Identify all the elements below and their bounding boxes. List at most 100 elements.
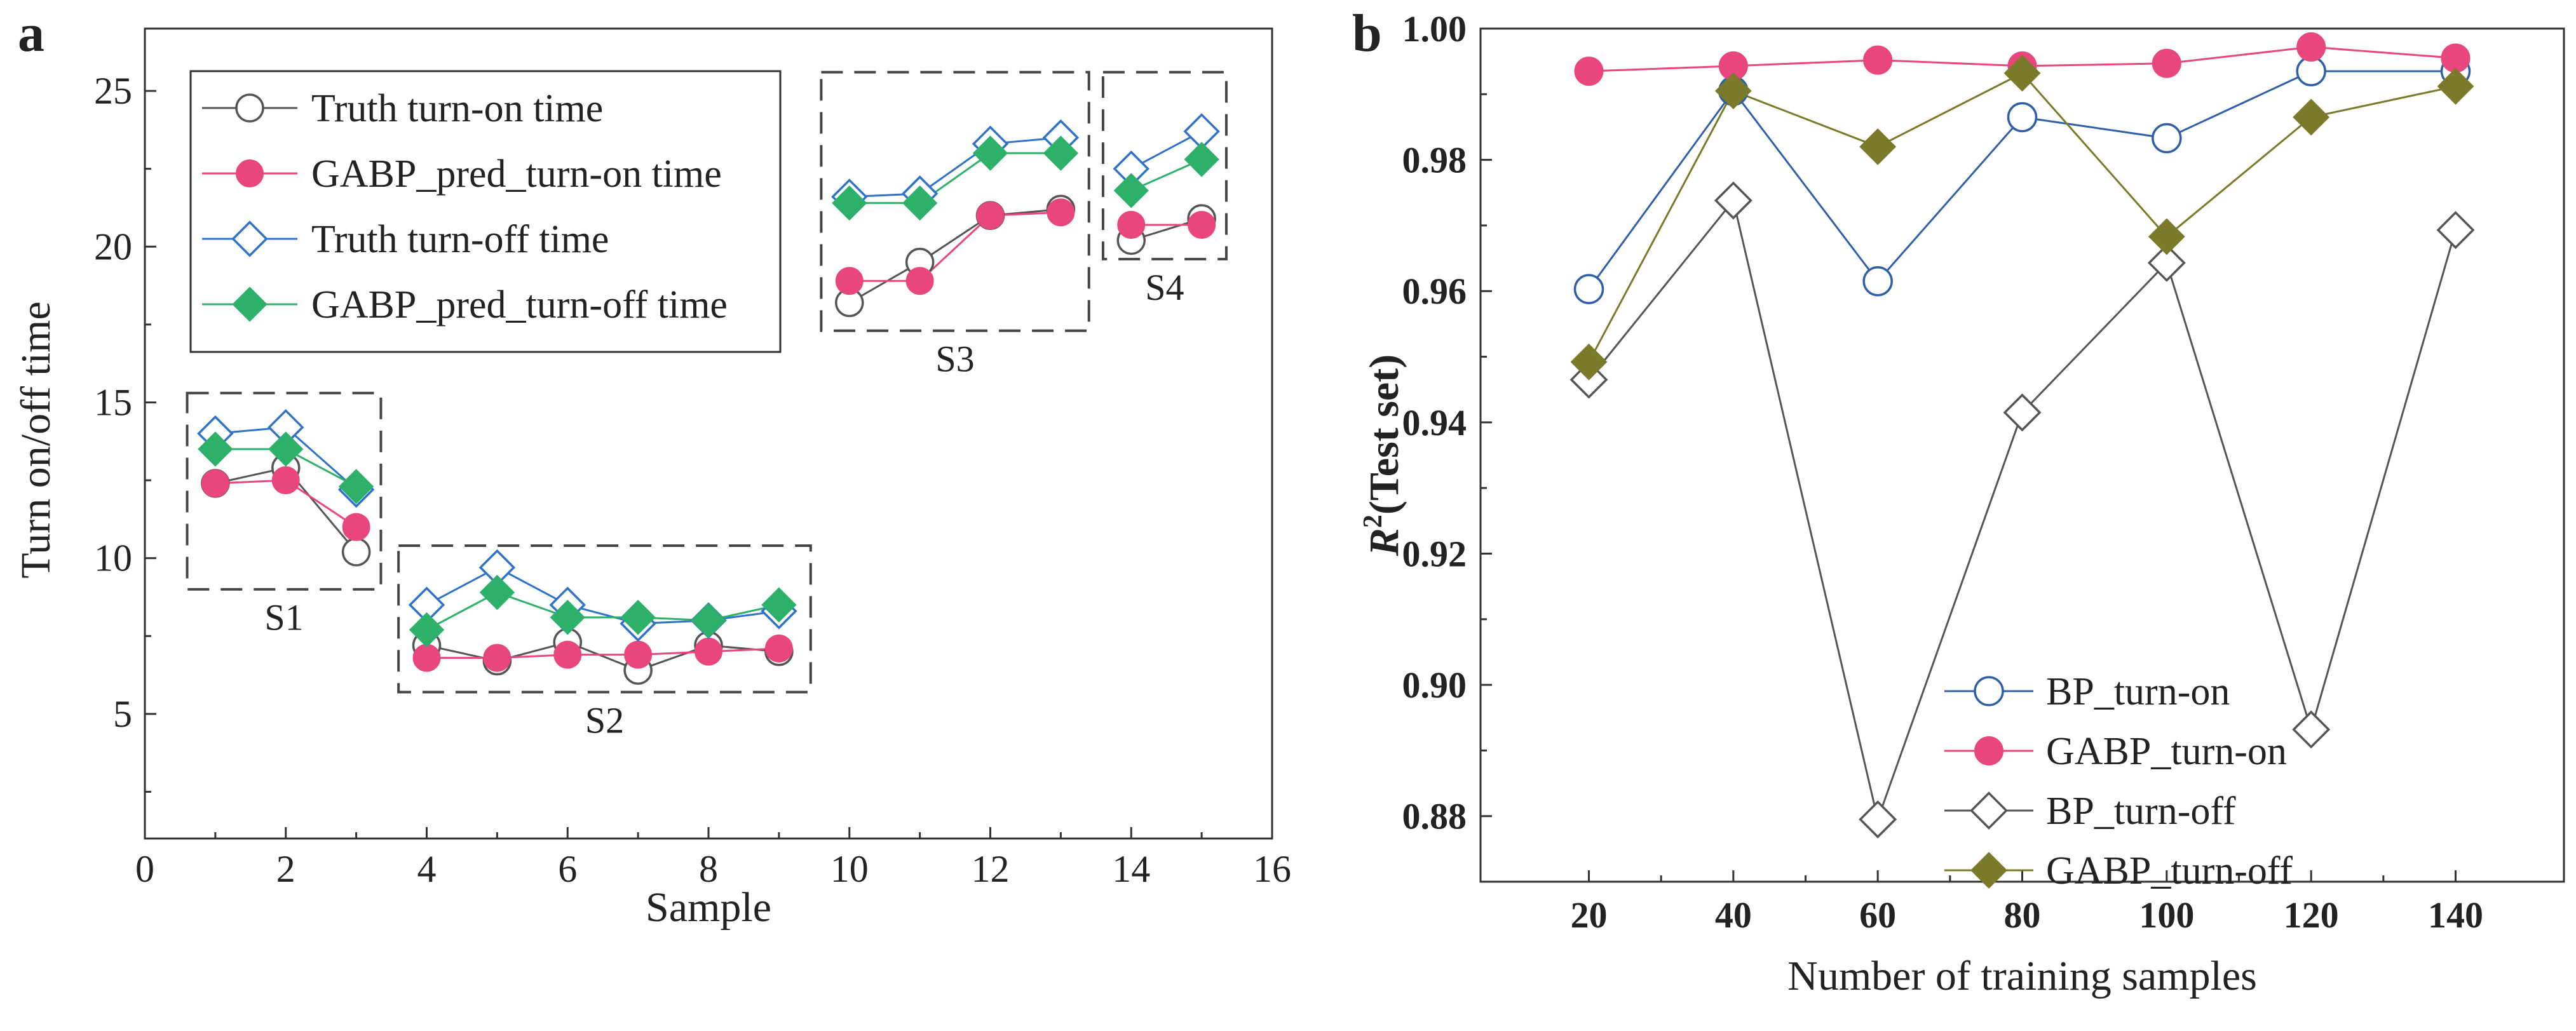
panel-a-y-tick-label-5: 5 (113, 693, 132, 735)
data-point-gabp-pred-turn-off-time-x9 (761, 587, 797, 623)
data-point-gabp-turn-on-100 (2152, 48, 2181, 78)
legend-label-bp-turn-on: BP_turn-on (2046, 670, 2230, 713)
data-point-gabp-pred-turn-off-time-x5 (479, 574, 515, 610)
legend-label-gabp-pred-turn-on-time: GABP_pred_turn-on time (311, 152, 722, 196)
panel-a-chart: a S1 S2 S3 S4 0 2 4 6 8 10 12 14 16 5 10 15 20 25 Sample… (13, 4, 1291, 931)
panel-a-y-tick-label-15: 15 (94, 381, 132, 423)
data-point-gabp-pred-turn-off-time-x8 (691, 603, 726, 638)
panel-b-y-axis-title-rest: (Test set) (1361, 354, 1407, 515)
series-line-gabp-pred-turn-off-time (849, 152, 1061, 205)
panel-b-y-tick-label-0-88: 0.88 (1402, 796, 1467, 837)
data-point-bp-turn-off-120 (2292, 710, 2331, 749)
data-point-gabp-turn-off-100 (2148, 218, 2185, 255)
data-point-bp-turn-on-100 (2152, 123, 2182, 154)
markers-gabp-turn-off (1570, 55, 2474, 381)
panel-a-group-boxes: S1 S2 S3 S4 (186, 71, 1228, 741)
legend-marker-truth-turn-on-time (235, 93, 264, 123)
legend-label-bp-turn-off: BP_turn-off (2046, 790, 2236, 833)
data-point-gabp-turn-off-80 (2003, 55, 2041, 92)
group-box-s3 (820, 71, 1090, 332)
panel-b-y-tick-label-0-98: 0.98 (1402, 140, 1467, 181)
data-point-gabp-pred-turn-off-time-x12 (972, 135, 1008, 171)
panel-a-series (197, 113, 1220, 685)
legend-marker-gabp-turn-on (1974, 736, 2003, 765)
data-point-gabp-pred-turn-off-time-x7 (620, 600, 656, 635)
data-point-gabp-turn-on-60 (1863, 45, 1893, 75)
data-point-gabp-turn-off-40 (1714, 72, 1752, 110)
data-point-bp-turn-off-100 (2147, 243, 2186, 282)
panel-b-x-tick-label-100: 100 (2139, 894, 2194, 936)
data-point-gabp-pred-turn-on-time-x14 (1117, 210, 1146, 239)
markers-gabp-pred-turn-off-time (198, 135, 1219, 648)
legend-marker-gabp-pred-turn-off-time (232, 286, 268, 322)
group-label-s3: S3 (935, 339, 974, 380)
group-label-s1: S1 (264, 597, 303, 638)
markers-gabp-pred-turn-on-time (201, 198, 1216, 672)
data-point-gabp-pred-turn-off-time-x1 (198, 431, 233, 467)
data-point-gabp-turn-off-140 (2437, 67, 2474, 105)
legend-label-truth-turn-on-time: Truth turn-on time (311, 87, 603, 130)
panel-b-y-tick-label-0-90: 0.90 (1402, 664, 1467, 706)
panel-a-x-tick-label-0: 0 (135, 848, 154, 890)
group-label-s4: S4 (1145, 267, 1184, 308)
panel-a-axes: 0 2 4 6 8 10 12 14 16 5 10 15 20 25 (94, 70, 1291, 890)
legend-marker-gabp-pred-turn-on-time (236, 159, 264, 187)
series-line-truth-turn-on-time (849, 208, 1061, 304)
series-line-truth-turn-off-time (849, 137, 1061, 198)
panel-a-y-axis-title: Turn on/off time (13, 301, 59, 578)
panel-a-x-tick-label-10: 10 (830, 848, 869, 890)
panel-a-x-tick-label-14: 14 (1112, 848, 1150, 890)
data-point-gabp-pred-turn-off-time-x6 (550, 600, 585, 635)
panel-b-y-tick-label-0-94: 0.94 (1402, 402, 1467, 443)
panel-a-x-tick-label-6: 6 (558, 848, 577, 890)
data-point-bp-turn-on-60 (1862, 266, 1893, 297)
panel-b-axes: 20 40 60 80 100 120 140 0.88 0.90 0.92 0.94 0.96 0.9… (1402, 8, 2484, 936)
data-point-gabp-pred-turn-off-time-x13 (1043, 135, 1079, 171)
data-point-gabp-pred-turn-off-time-x11 (902, 185, 938, 221)
legend-marker-truth-turn-off-time (231, 220, 268, 257)
data-point-gabp-turn-off-20 (1570, 343, 1608, 381)
panel-b-y-tick-label-1-00: 1.00 (1402, 8, 1467, 50)
data-point-bp-turn-off-140 (2436, 211, 2475, 250)
data-point-gabp-pred-turn-on-time-x2 (271, 466, 300, 495)
panel-a-x-axis-title: Sample (646, 884, 771, 931)
panel-a-x-tick-label-2: 2 (276, 848, 295, 890)
markers-bp-turn-off (1569, 181, 2475, 839)
panel-b-x-tick-label-120: 120 (2284, 894, 2339, 936)
data-point-bp-turn-on-80 (2007, 102, 2038, 133)
panel-b-y-tick-label-0-92: 0.92 (1402, 533, 1467, 574)
panel-a-y-tick-label-25: 25 (94, 70, 132, 112)
data-point-gabp-turn-off-60 (1859, 128, 1897, 165)
data-point-gabp-pred-turn-on-time-x3 (342, 513, 370, 541)
panel-a-legend: Truth turn-on time GABP_pred_turn-on time… (189, 70, 782, 353)
group-label-s2: S2 (585, 700, 624, 741)
data-point-gabp-pred-turn-off-time-x2 (268, 431, 304, 467)
data-point-bp-turn-off-40 (1714, 181, 1752, 220)
legend-marker-bp-turn-off (1970, 792, 2008, 830)
panel-a-x-tick-label-16: 16 (1253, 848, 1291, 890)
panel-b-series (1569, 32, 2475, 839)
data-point-gabp-pred-turn-on-time-x12 (976, 201, 1005, 230)
data-point-gabp-turn-off-120 (2293, 98, 2330, 136)
group-box-s4 (1101, 71, 1228, 260)
legend-label-gabp-pred-turn-off-time: GABP_pred_turn-off time (311, 283, 728, 327)
data-point-gabp-pred-turn-off-time-x15 (1184, 142, 1219, 177)
panel-a-letter: a (18, 4, 44, 63)
data-point-gabp-turn-on-120 (2296, 32, 2326, 62)
legend-marker-gabp-turn-off (1970, 852, 2007, 889)
legend-label-gabp-turn-off: GABP_turn-off (2046, 849, 2293, 893)
data-point-bp-turn-off-80 (2003, 393, 2042, 432)
data-point-gabp-pred-turn-on-time-x9 (764, 634, 793, 663)
legend-label-gabp-turn-on: GABP_turn-on (2046, 730, 2287, 773)
legend-marker-bp-turn-on (1974, 676, 2004, 706)
data-point-gabp-pred-turn-on-time-x7 (624, 640, 653, 669)
data-point-gabp-pred-turn-on-time-x10 (835, 267, 864, 295)
panel-a-x-tick-label-12: 12 (972, 848, 1010, 890)
data-point-gabp-pred-turn-on-time-x15 (1188, 210, 1216, 239)
data-point-gabp-pred-turn-on-time-x1 (201, 469, 229, 497)
panel-a-y-tick-label-20: 20 (94, 226, 132, 267)
panel-a-x-tick-label-4: 4 (417, 848, 437, 890)
panel-b-y-tick-label-0-96: 0.96 (1402, 271, 1467, 312)
data-point-bp-turn-off-60 (1859, 800, 1897, 839)
